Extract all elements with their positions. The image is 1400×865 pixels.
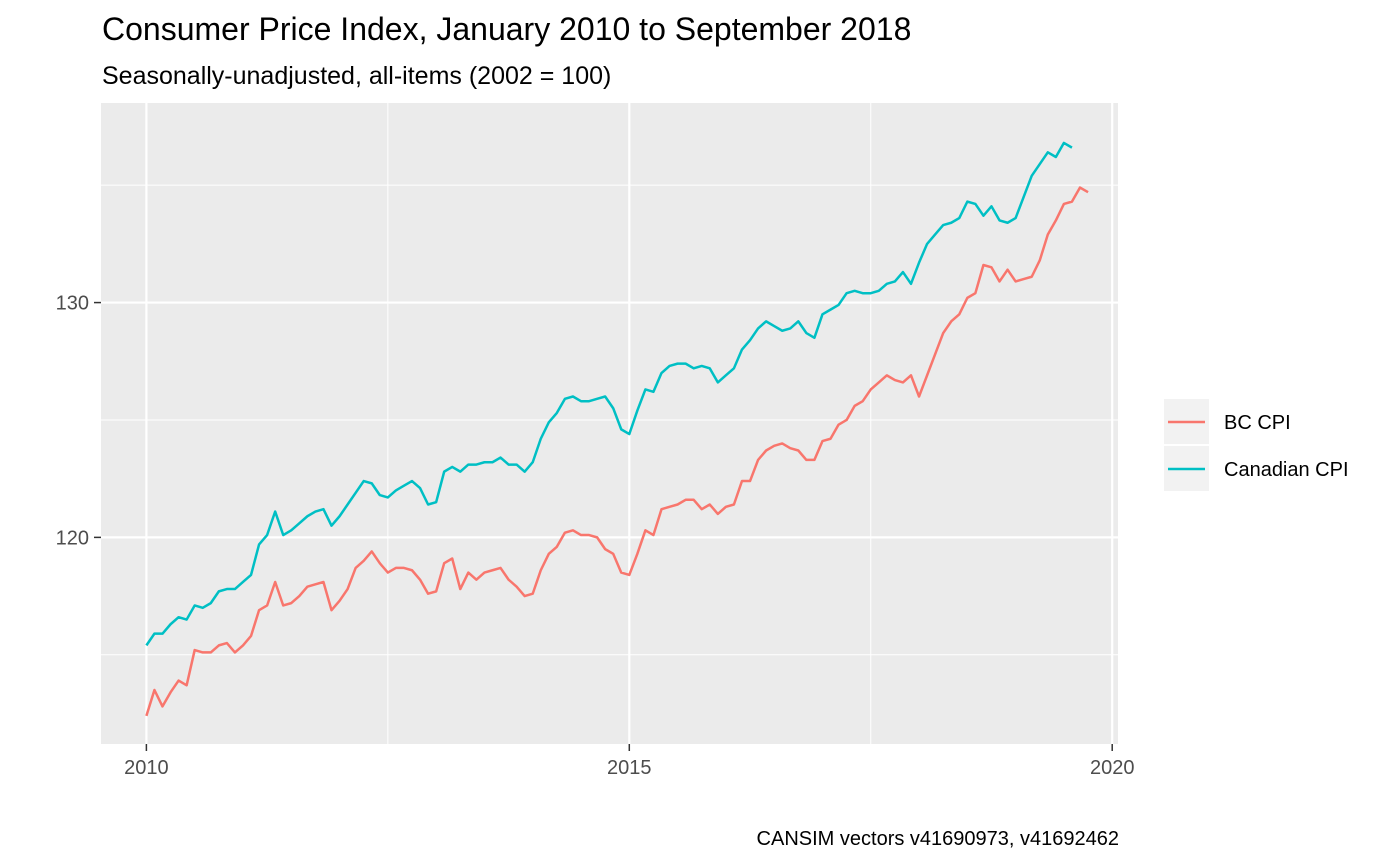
- legend-label-canadian-cpi: Canadian CPI: [1224, 459, 1349, 481]
- series-lines: [145, 141, 1089, 717]
- series-line-canadian-cpi: [145, 141, 1073, 647]
- grid-lines: [101, 103, 1118, 744]
- chart-caption: CANSIM vectors v41690973, v41692462: [757, 828, 1119, 850]
- legend: BC CPI Canadian CPI: [1164, 399, 1349, 491]
- y-tick-label: 130: [56, 293, 89, 315]
- legend-item-bc-cpi: BC CPI: [1164, 399, 1291, 444]
- chart-title: Consumer Price Index, January 2010 to Se…: [102, 11, 911, 47]
- y-tick-label: 120: [56, 527, 89, 549]
- x-tick-label: 2020: [1090, 757, 1135, 779]
- series-line-bc-cpi: [145, 186, 1089, 717]
- legend-item-canadian-cpi: Canadian CPI: [1164, 446, 1349, 491]
- legend-label-bc-cpi: BC CPI: [1224, 412, 1291, 434]
- plot-panel: [101, 103, 1118, 744]
- chart-subtitle: Seasonally-unadjusted, all-items (2002 =…: [102, 62, 611, 90]
- axes: 2010 2015 2020 120 130: [56, 293, 1135, 779]
- x-tick-label: 2015: [607, 757, 652, 779]
- x-tick-label: 2010: [124, 757, 169, 779]
